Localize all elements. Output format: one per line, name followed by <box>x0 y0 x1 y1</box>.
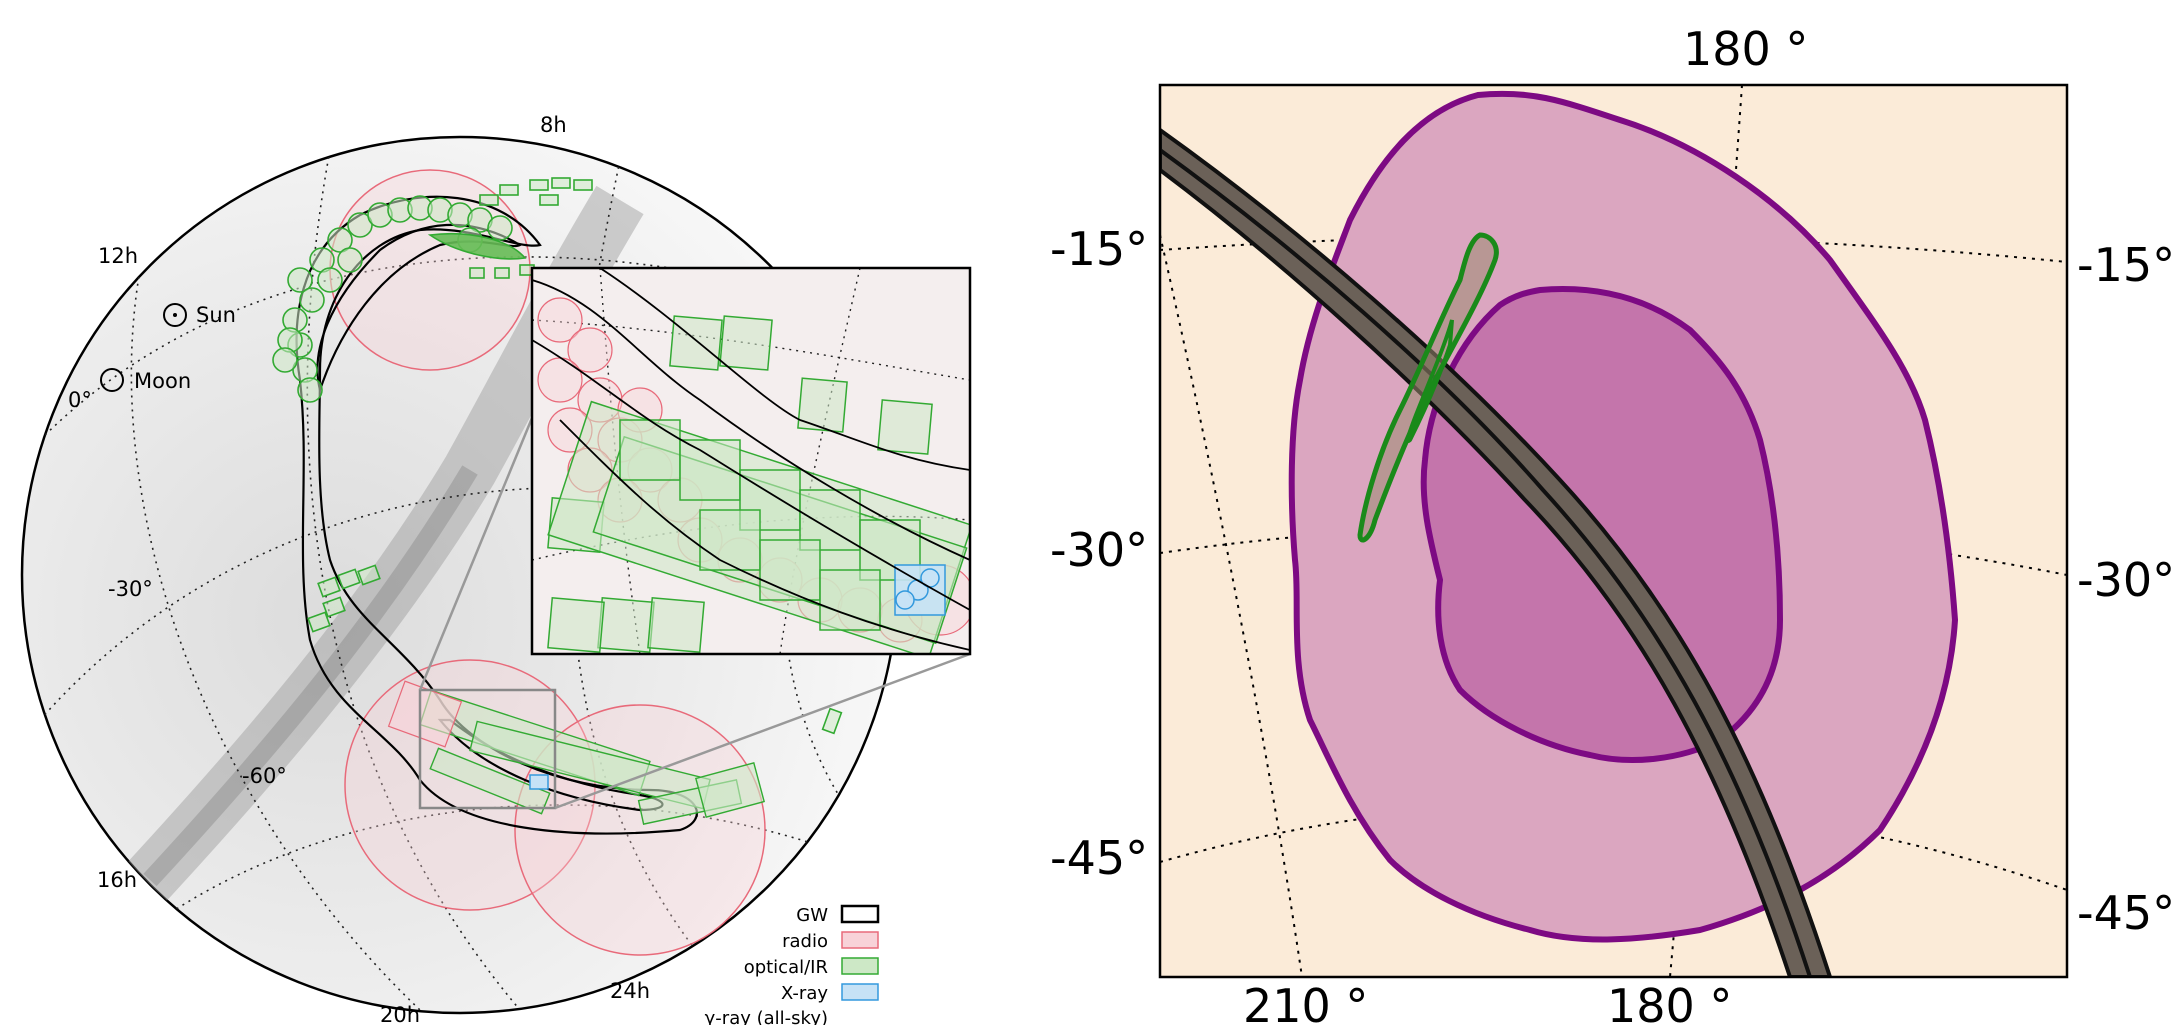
bottom-axis-label-210: 210 ° <box>1243 979 1368 1025</box>
sun-label: Sun <box>196 303 236 327</box>
legend-gw-label: GW <box>796 905 828 926</box>
left-axis-label-minus45: -45° <box>1050 831 1148 885</box>
moon-label: Moon <box>134 369 191 393</box>
right-axis-label-minus45: -45° <box>2077 886 2175 940</box>
legend-xray-swatch <box>841 983 879 1001</box>
legend-optical-label: optical/IR <box>744 957 828 978</box>
bottom-axis-label-180: 180 ° <box>1607 979 1732 1025</box>
legend-gamma-label: γ-ray (all-sky) <box>705 1008 828 1025</box>
ra-label-16h: 16h <box>97 868 137 892</box>
zoom-inset-frame <box>530 266 972 656</box>
ra-label-20h: 20h <box>380 1003 420 1025</box>
ra-label-0deg: 0° <box>68 388 92 412</box>
top-axis-label-180: 180 ° <box>1683 22 1808 76</box>
legend-xray-label: X-ray <box>781 983 828 1004</box>
left-axis-label-minus15: -15° <box>1050 222 1148 276</box>
inner-credible-region <box>1420 286 1784 763</box>
legend-radio-label: radio <box>782 931 828 952</box>
dec-label-minus60: -60° <box>242 764 287 788</box>
zoom-map-frame <box>1158 83 2069 979</box>
sky-map-panel: Sun Moon 8h 12h 0° 16h 20h 24h -30° -60° <box>20 113 972 1025</box>
legend-radio-swatch <box>841 931 879 949</box>
sun-marker <box>163 303 187 327</box>
zoom-region-box <box>418 688 557 810</box>
ra-label-24h: 24h <box>610 979 650 1003</box>
moon-marker <box>100 368 124 392</box>
left-axis-label-minus30: -30° <box>1050 523 1148 577</box>
right-axis-label-minus15: -15° <box>2077 238 2175 292</box>
legend-gw-swatch <box>840 904 880 924</box>
dec-label-minus30: -30° <box>108 577 153 601</box>
ra-label-12h: 12h <box>98 244 138 268</box>
legend-optical-swatch <box>841 957 879 975</box>
right-axis-label-minus30: -30° <box>2077 553 2175 607</box>
ra-label-8h: 8h <box>540 113 567 137</box>
legend: GW radio optical/IR X-ray γ-ray (all-sky… <box>705 904 880 1025</box>
zoom-inset <box>530 266 972 656</box>
zoom-map-panel: 180 ° 210 ° 180 ° -15° -30° -45° -15° -3… <box>1050 22 2175 1025</box>
optical-ir-fields <box>272 177 843 735</box>
